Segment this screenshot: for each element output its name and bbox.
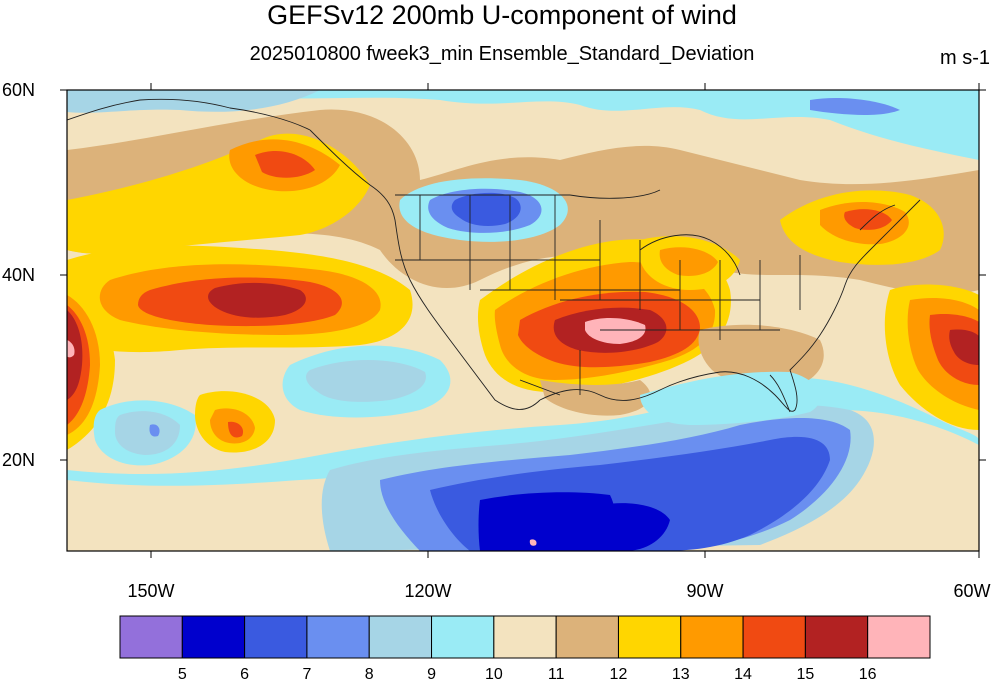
colorbar-swatch <box>244 615 308 659</box>
colorbar-swatch <box>181 615 246 659</box>
colorbar-tick-label: 12 <box>609 666 628 683</box>
colorbar-swatch <box>431 615 495 659</box>
colorbar-swatch <box>680 615 744 659</box>
lon-label-60w: 60W <box>953 581 991 601</box>
axis-ticks <box>60 83 986 558</box>
coastlines <box>66 98 921 413</box>
map-title: GEFSv12 200mb U-component of wind <box>267 0 737 30</box>
lat-label-40n: 40N <box>2 265 36 285</box>
colorbar-tick-label: 8 <box>364 666 374 683</box>
wind-field <box>67 90 979 551</box>
colorbar-tick-label: 15 <box>796 666 815 683</box>
colorbar-swatch <box>555 615 619 659</box>
lon-label-120w: 120W <box>404 581 452 601</box>
lon-label-90w: 90W <box>686 581 724 601</box>
colorbar-swatch <box>804 615 869 659</box>
colorbar-tick-label: 16 <box>858 666 877 683</box>
units-label: m s-1 <box>940 47 990 69</box>
colorbar-swatch <box>368 615 433 659</box>
lat-label-20n: 20N <box>2 450 36 470</box>
colorbar-swatch <box>306 615 370 659</box>
colorbar-tick-label: 6 <box>240 666 250 683</box>
colorbar-swatch <box>493 615 557 659</box>
colorbar-tick-label: 7 <box>302 666 312 683</box>
lat-label-60n: 60N <box>2 80 36 100</box>
colorbar-tick-label: 10 <box>484 666 503 683</box>
colorbar-tick-label: 13 <box>671 666 690 683</box>
map-subtitle: 2025010800 fweek3_min Ensemble_Standard_… <box>249 43 755 65</box>
colorbar <box>119 615 931 659</box>
colorbar-swatch <box>867 615 931 659</box>
colorbar-tick-label: 5 <box>177 666 187 683</box>
colorbar-tick-label: 11 <box>547 666 565 683</box>
colorbar-swatch <box>617 615 682 659</box>
colorbar-tick-label: 14 <box>734 666 752 683</box>
colorbar-swatch <box>742 615 806 659</box>
colorbar-tick-label: 9 <box>427 666 436 683</box>
colorbar-swatch <box>119 615 183 659</box>
lon-label-150w: 150W <box>127 581 175 601</box>
